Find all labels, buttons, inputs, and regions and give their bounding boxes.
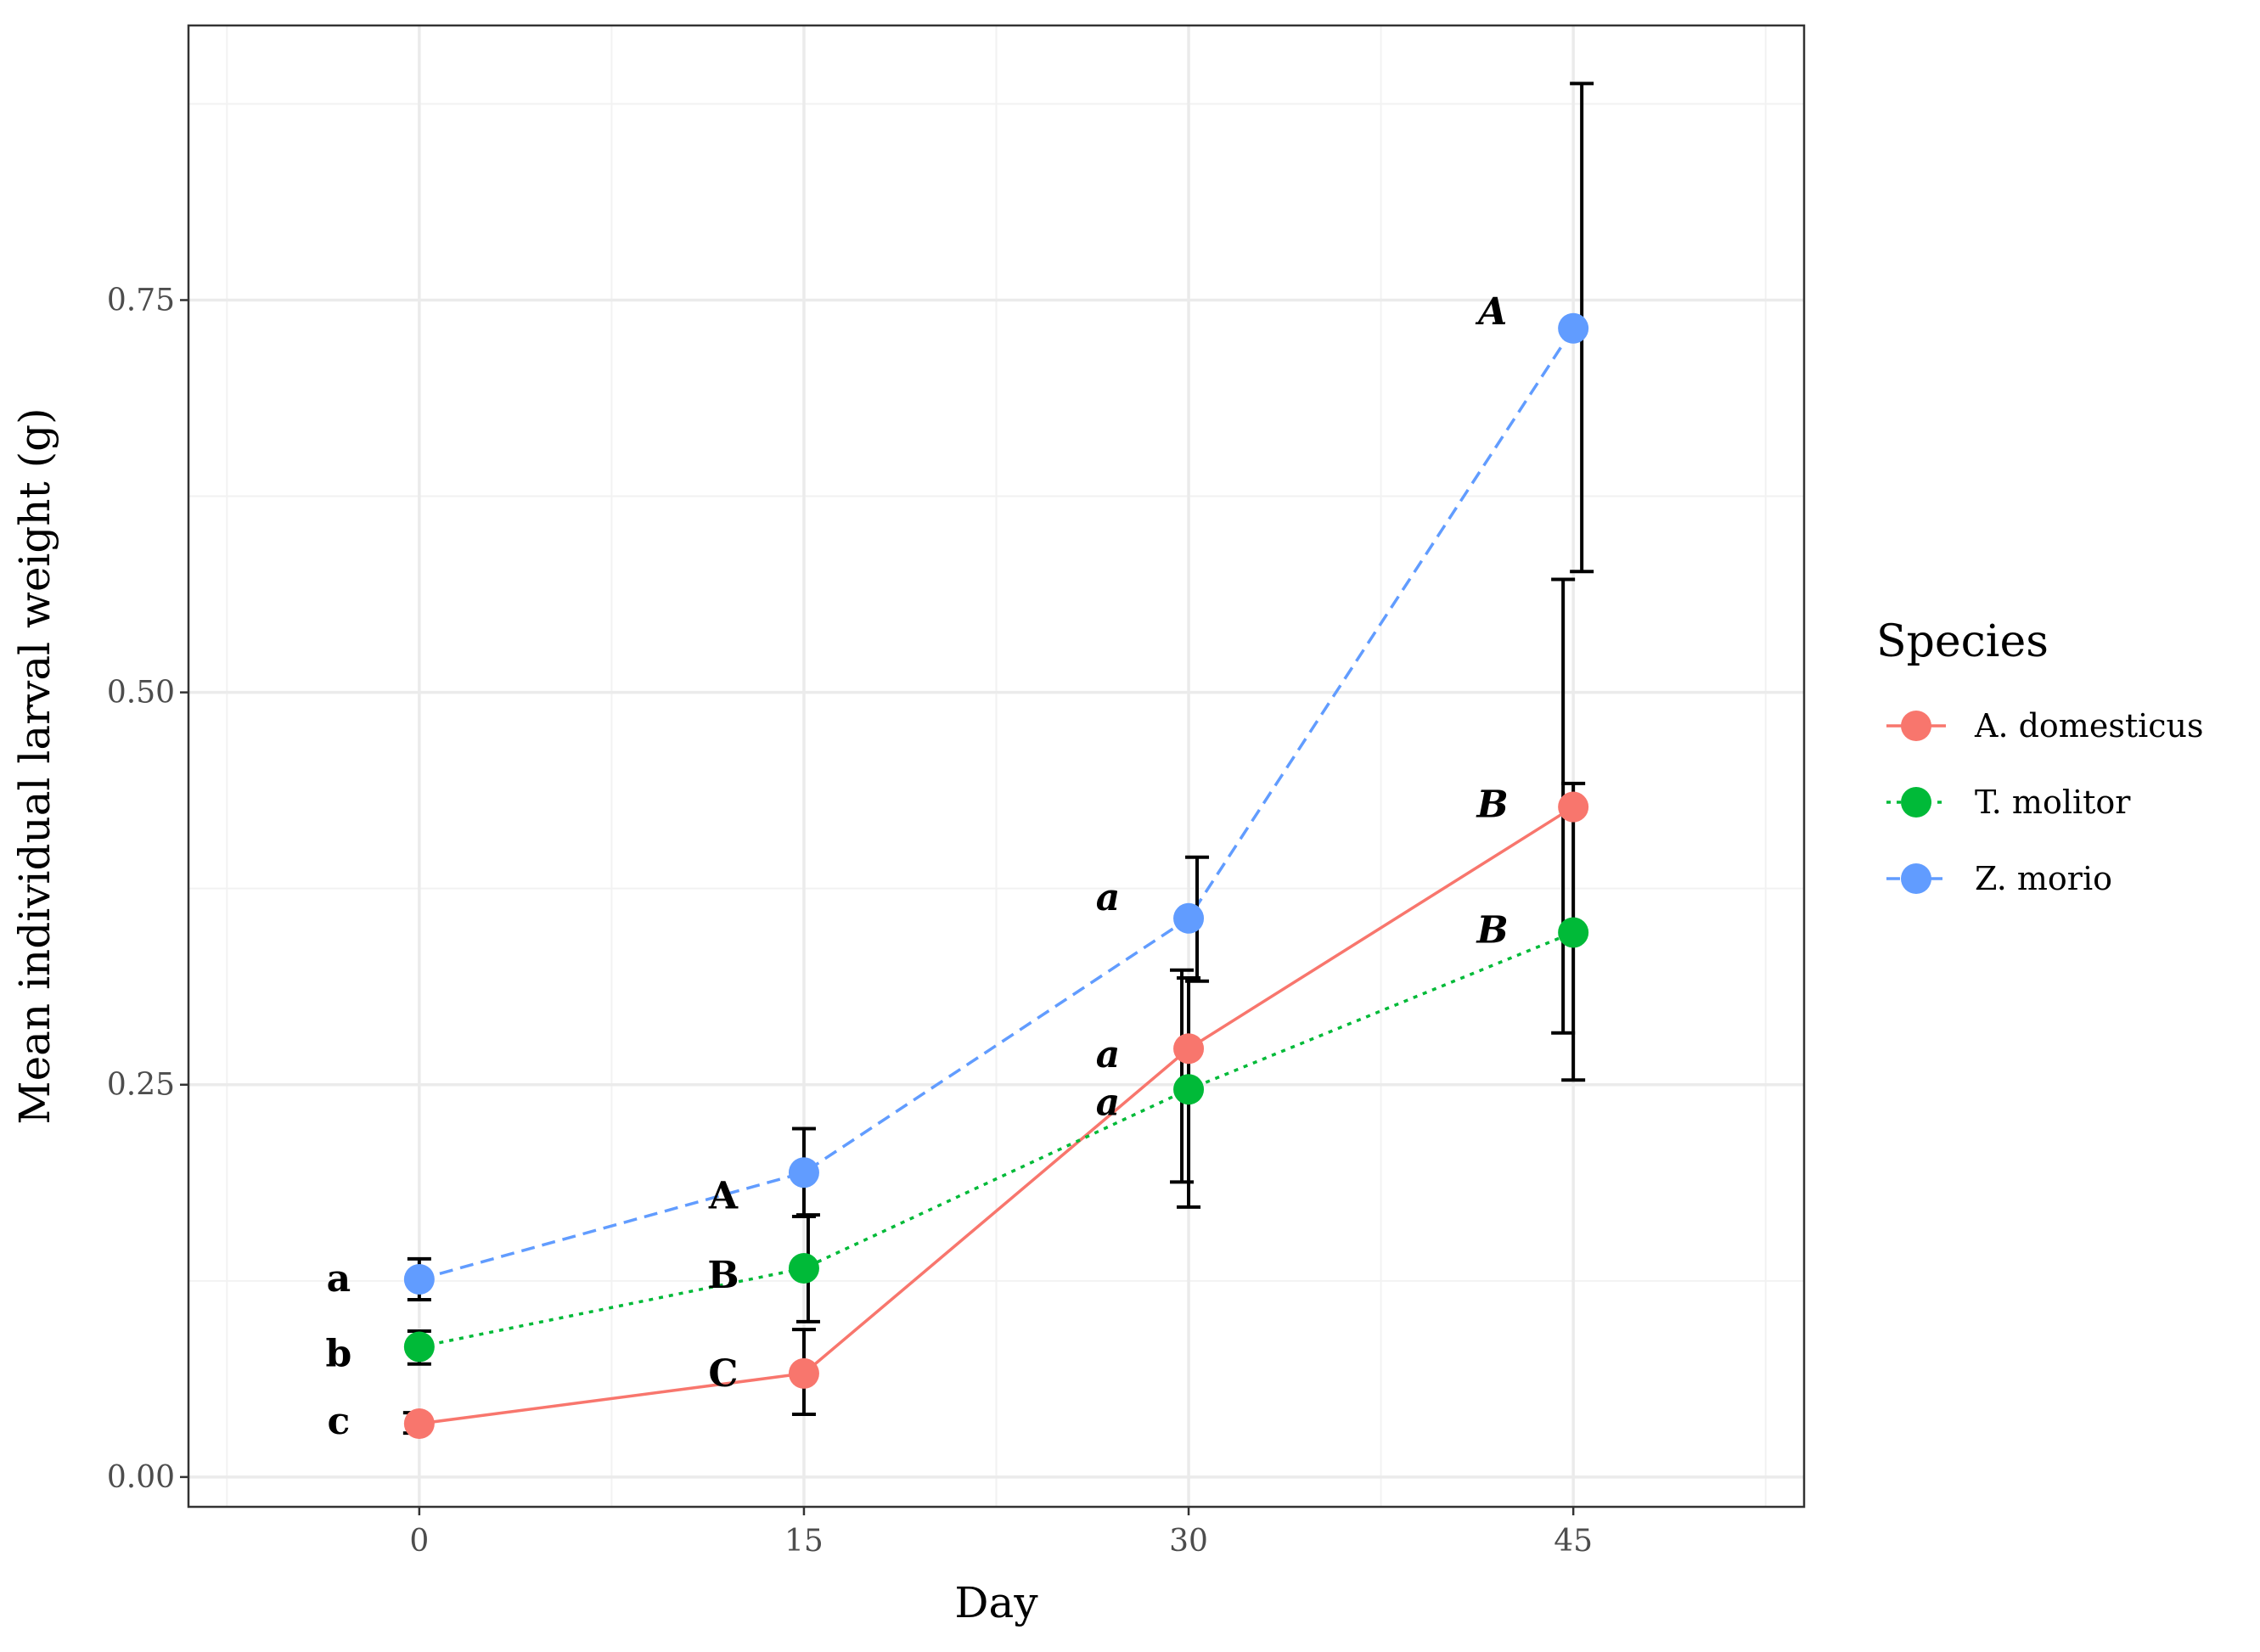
y-tick-label: 0.00 <box>107 1460 175 1495</box>
legend-key-point <box>1901 863 1931 894</box>
significance-letter-a-domesticus: a <box>1096 1033 1121 1076</box>
data-point-a-domesticus <box>788 1357 819 1389</box>
significance-letter-z-morio: a <box>327 1257 351 1301</box>
x-tick-label: 0 <box>409 1524 429 1559</box>
series-line-t-molitor <box>419 930 1574 1349</box>
data-point-z-morio <box>1173 902 1205 934</box>
data-point-a-domesticus <box>1173 1033 1205 1065</box>
x-tick-label: 15 <box>784 1524 824 1559</box>
significance-letter-t-molitor: a <box>1096 1081 1121 1124</box>
legend-label: T. molitor <box>1975 784 2131 821</box>
data-point-a-domesticus <box>403 1408 435 1440</box>
data-point-t-molitor <box>1558 917 1589 948</box>
data-point-t-molitor <box>1173 1074 1205 1105</box>
significance-letter-t-molitor: B <box>1476 908 1509 952</box>
significance-letter-t-molitor: b <box>325 1332 351 1375</box>
data-point-z-morio <box>788 1157 819 1188</box>
plot-panel-border <box>187 24 1806 1509</box>
significance-letter-a-domesticus: c <box>327 1400 350 1443</box>
legend-title: Species <box>1876 616 2049 667</box>
legend-key-point <box>1901 787 1931 818</box>
x-tick-label: 45 <box>1554 1524 1593 1559</box>
legend-item-z-morio: Z. morio <box>1886 860 2112 897</box>
y-tick-label: 0.75 <box>107 283 175 317</box>
significance-letter-a-domesticus: C <box>708 1352 738 1396</box>
x-axis-title: Day <box>954 1578 1038 1627</box>
y-axis-title: Mean individual larval weight (g) <box>10 407 59 1124</box>
significance-letter-z-morio: a <box>1096 876 1121 919</box>
significance-letter-t-molitor: B <box>707 1254 739 1297</box>
legend-label: A. domesticus <box>1974 707 2204 745</box>
significance-letter-a-domesticus: B <box>1476 784 1509 827</box>
data-point-t-molitor <box>788 1253 819 1284</box>
data-point-z-morio <box>1558 312 1589 344</box>
series-line-z-morio <box>419 327 1575 1281</box>
series-line-a-domesticus <box>419 806 1575 1425</box>
data-point-a-domesticus <box>1558 791 1589 823</box>
legend-item-t-molitor: T. molitor <box>1886 784 2131 821</box>
y-tick-label: 0.50 <box>107 676 175 711</box>
legend-key-point <box>1901 711 1931 741</box>
legend: Species A. domesticus T. molitor Z. morio <box>1876 616 2204 897</box>
y-tick-label: 0.25 <box>107 1068 175 1103</box>
data-point-t-molitor <box>403 1331 435 1363</box>
legend-item-a-domesticus: A. domesticus <box>1886 707 2204 745</box>
data-point-z-morio <box>403 1263 435 1295</box>
significance-letter-z-morio: A <box>1475 290 1507 334</box>
significance-letter-z-morio: A <box>708 1174 739 1217</box>
x-tick-label: 30 <box>1169 1524 1208 1559</box>
legend-label: Z. morio <box>1975 860 2112 897</box>
